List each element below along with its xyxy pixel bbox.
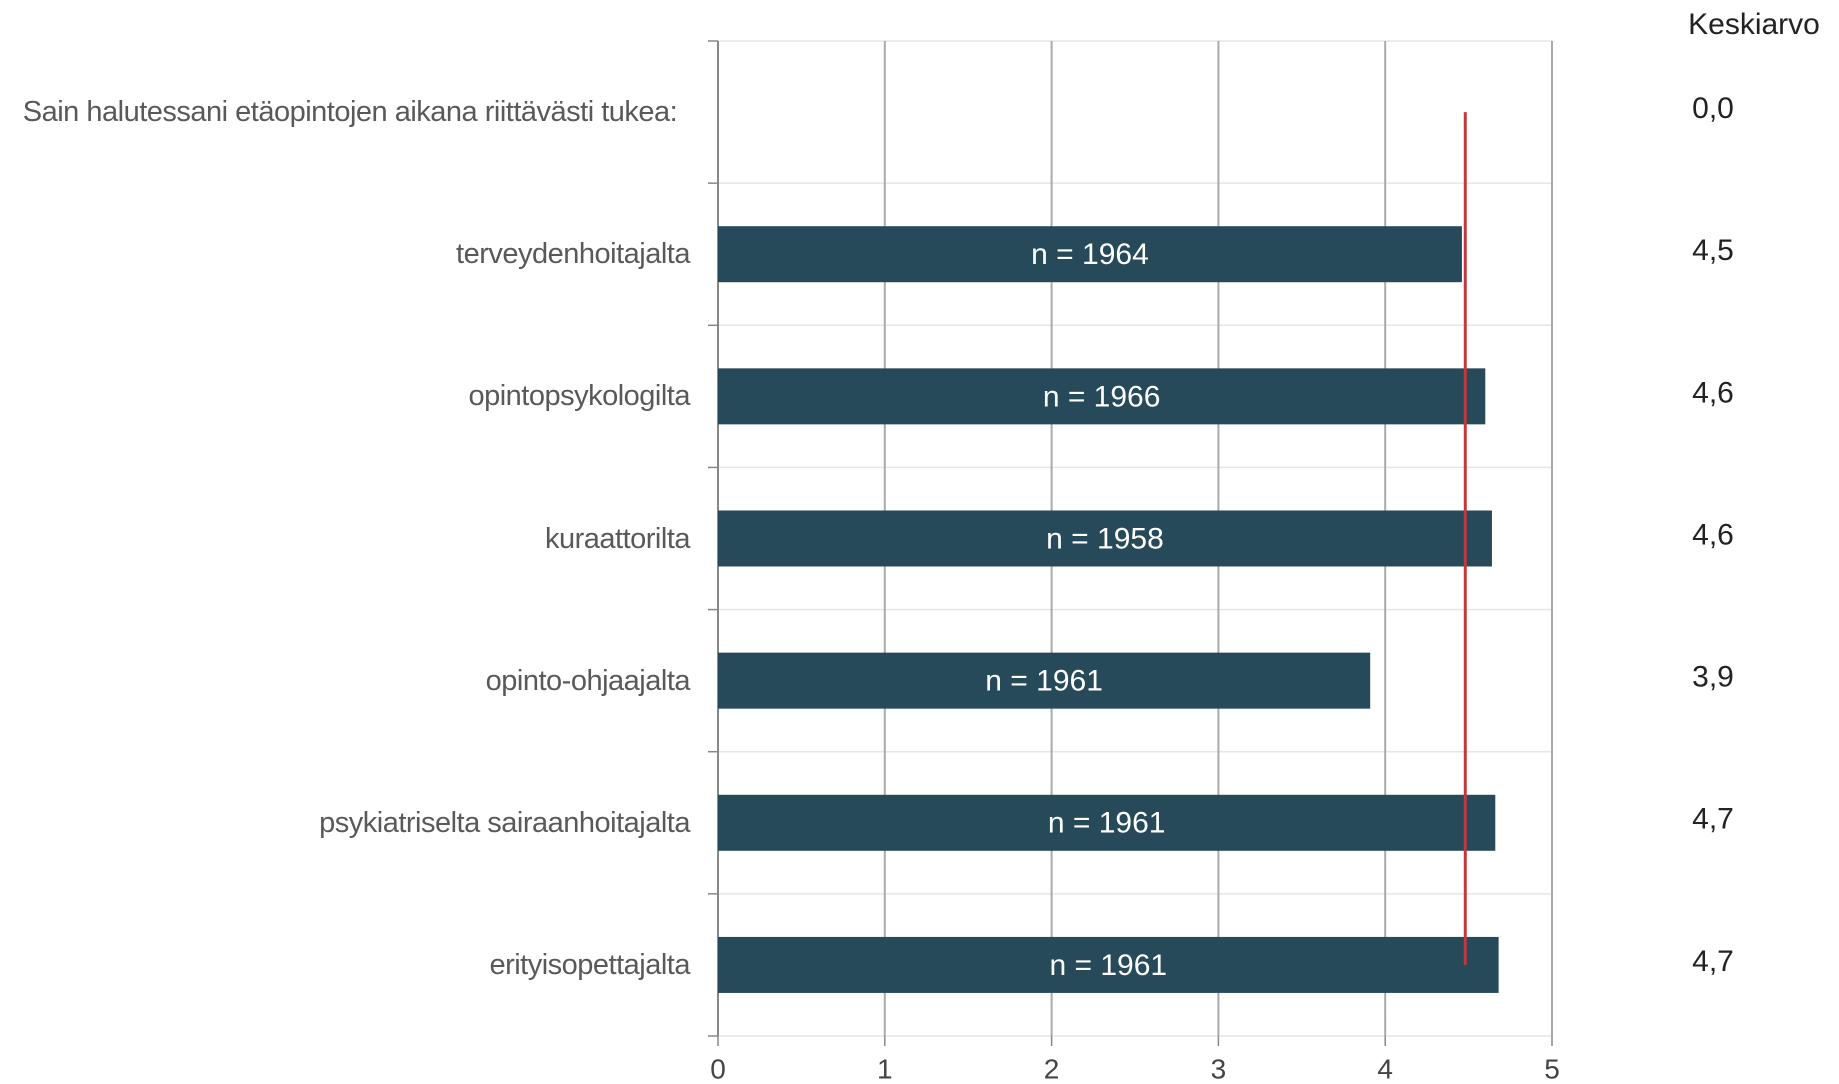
x-tick-label: 5 xyxy=(1544,1053,1560,1084)
value-label: 4,7 xyxy=(1692,945,1734,978)
category-label: terveydenhoitajalta xyxy=(456,238,690,271)
bar xyxy=(718,652,1371,709)
category-label: psykiatriselta sairaanhoitajalta xyxy=(319,806,690,839)
bar-label: n = 1961 xyxy=(1048,807,1166,840)
x-tick-label: 0 xyxy=(710,1053,726,1084)
value-column-title: Keskiarvo xyxy=(1688,8,1820,41)
bar-label: n = 1961 xyxy=(985,665,1103,698)
bar-label: n = 1966 xyxy=(1043,380,1161,413)
bar-label: n = 1958 xyxy=(1046,522,1164,555)
bar xyxy=(718,226,1462,283)
category-label: erityisopettajalta xyxy=(489,948,690,981)
x-tick-label: 1 xyxy=(877,1053,893,1084)
value-label: 4,6 xyxy=(1692,376,1734,409)
category-label: kuraattorilta xyxy=(544,522,691,555)
x-tick-label: 4 xyxy=(1377,1053,1393,1084)
value-label: 3,9 xyxy=(1692,661,1734,694)
bar-label: n = 1961 xyxy=(1049,949,1167,982)
value-label: 4,7 xyxy=(1692,803,1734,836)
category-label: Sain halutessani etäopintojen aikana rii… xyxy=(22,96,678,129)
category-label: opinto-ohjaajalta xyxy=(485,664,691,697)
x-tick-label: 2 xyxy=(1044,1053,1060,1084)
x-tick-label: 3 xyxy=(1211,1053,1227,1084)
bar xyxy=(718,368,1486,425)
value-label: 0,0 xyxy=(1692,92,1734,125)
bar-label: n = 1964 xyxy=(1031,238,1149,271)
bar xyxy=(718,510,1492,567)
bar xyxy=(718,936,1499,993)
category-label: opintopsykologilta xyxy=(468,380,690,413)
bar xyxy=(718,794,1496,851)
value-label: 4,5 xyxy=(1692,234,1734,267)
value-label: 4,6 xyxy=(1692,518,1734,551)
